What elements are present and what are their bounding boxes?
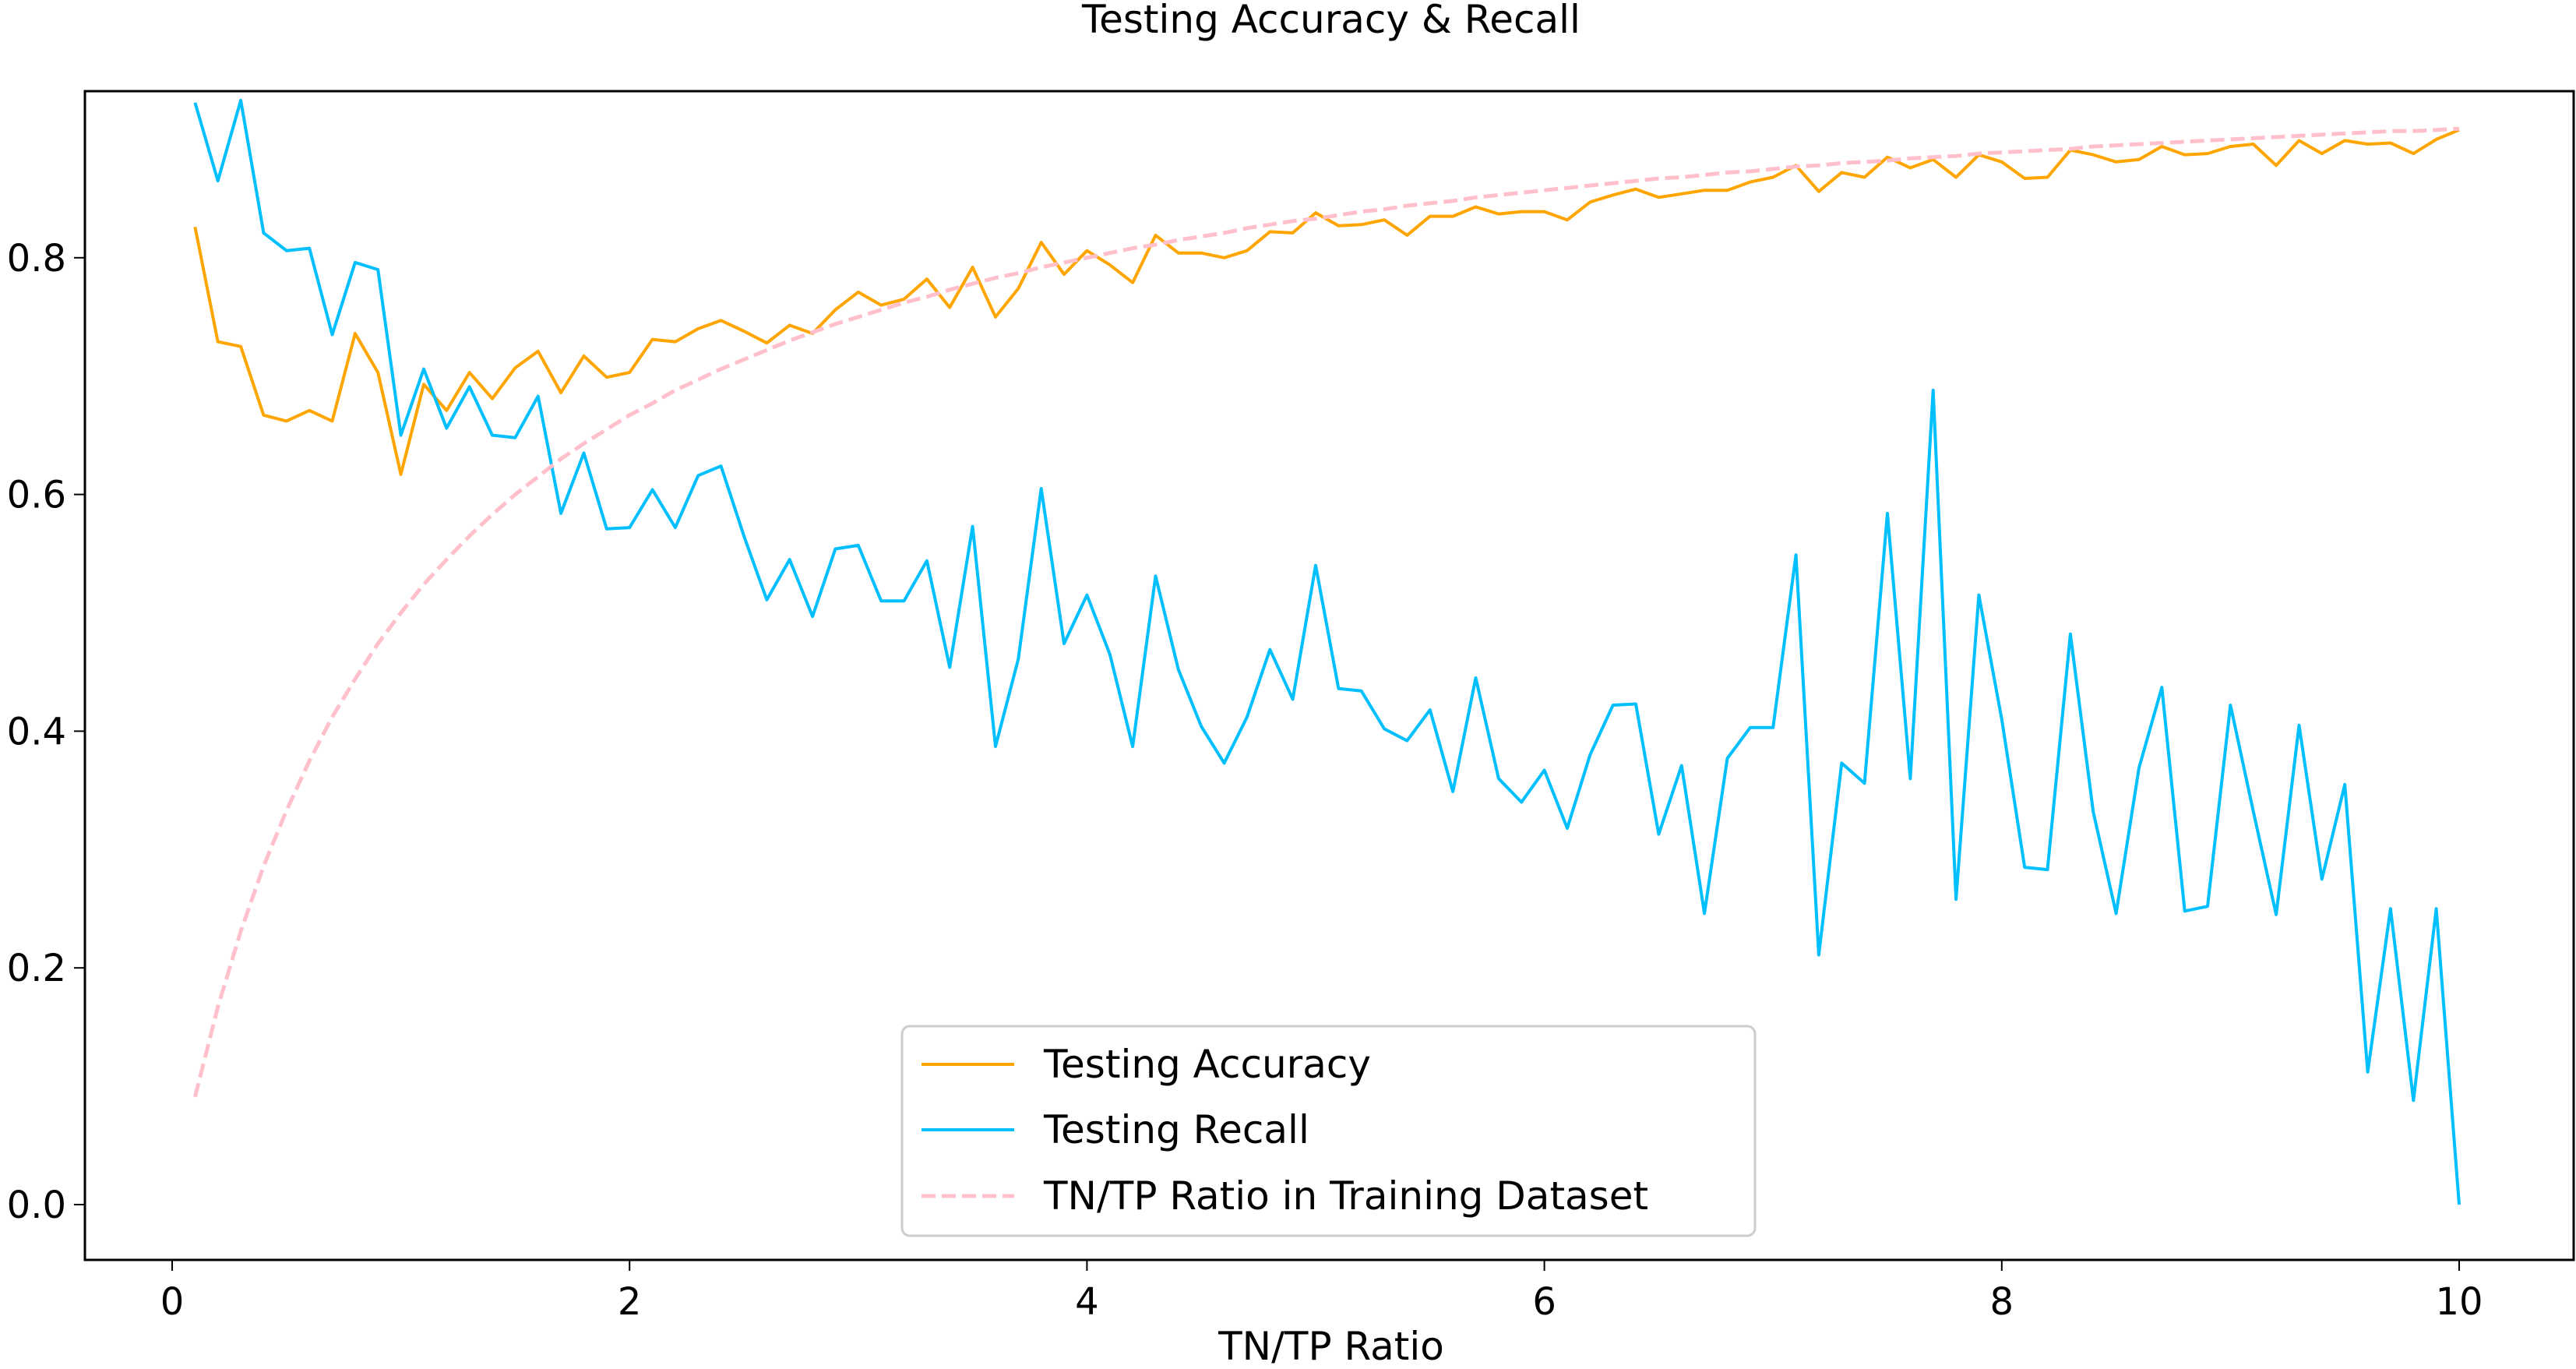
legend-label-ratio: TN/TP Ratio in Training Dataset <box>1043 1173 1648 1219</box>
x-tick-label: 10 <box>2435 1280 2483 1324</box>
y-tick-label: 0.8 <box>7 237 66 281</box>
plot-lines <box>192 98 2461 1205</box>
legend-box <box>900 1025 1757 1237</box>
legend-label-recall: Testing Recall <box>1043 1107 1309 1152</box>
y-tick-label: 0.6 <box>7 474 66 517</box>
y-tick-label: 0.4 <box>7 710 66 753</box>
legend: Testing Accuracy Testing Recall TN/TP Ra… <box>900 1025 1757 1237</box>
series-line-tn-tp-ratio-in-training-dataset <box>192 126 2460 1098</box>
y-tick-label: 0.0 <box>7 1184 66 1227</box>
y-axis-ticks: 0.0 0.2 0.4 0.6 0.8 <box>7 237 85 1227</box>
x-axis-ticks: 0 2 4 6 8 10 <box>160 1260 2483 1324</box>
x-tick-label: 4 <box>1075 1280 1099 1324</box>
x-axis-label: TN/TP Ratio <box>1218 1324 1444 1369</box>
x-tick-label: 0 <box>160 1280 185 1324</box>
chart-title: Testing Accuracy & Recall <box>1081 0 1580 42</box>
x-tick-label: 6 <box>1532 1280 1556 1324</box>
x-tick-label: 2 <box>618 1280 642 1324</box>
axes-frame <box>83 90 2575 1261</box>
series-line-testing-accuracy <box>193 128 2460 476</box>
x-tick-label: 8 <box>1990 1280 2014 1324</box>
series-line-testing-recall <box>193 98 2461 1205</box>
legend-label-accuracy: Testing Accuracy <box>1043 1042 1371 1087</box>
y-tick-label: 0.2 <box>7 947 66 990</box>
